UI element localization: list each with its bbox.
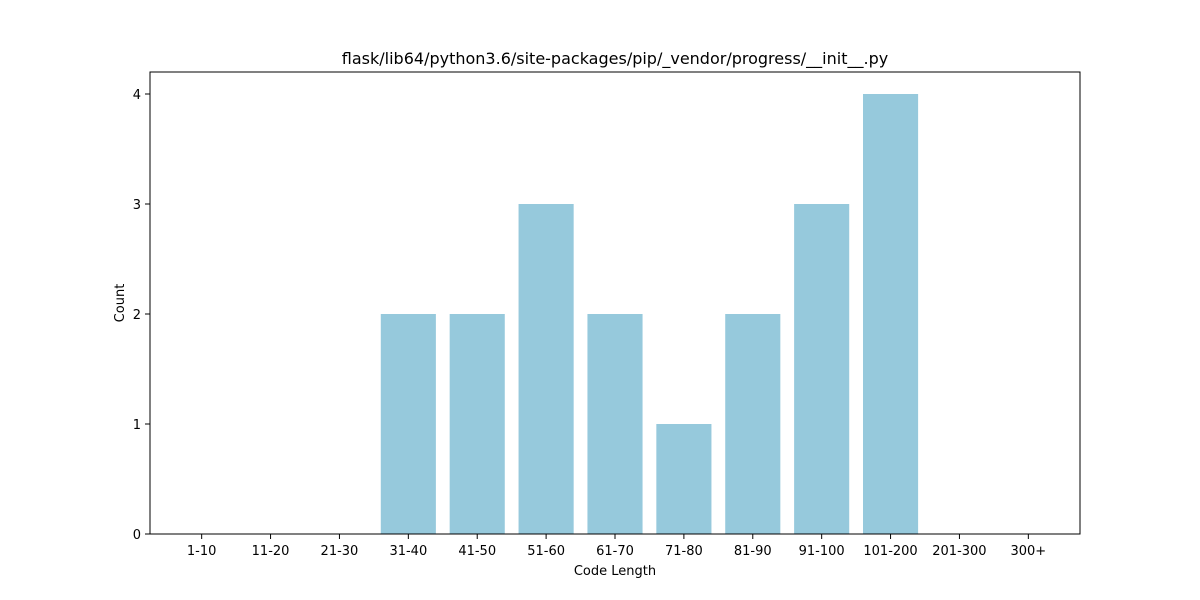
x-tick-label: 61-70 xyxy=(596,544,634,559)
x-tick-label: 51-60 xyxy=(527,544,565,559)
x-ticks-layer: 1-10 11-20 21-30 31-40 41-50 51-60 61-70 71-80 8… xyxy=(187,534,1046,559)
bar-61-70 xyxy=(587,314,643,534)
y-tick-label: 3 xyxy=(133,198,141,213)
bar-71-80 xyxy=(656,424,712,534)
bar-91-100 xyxy=(794,204,850,534)
x-tick-label: 41-50 xyxy=(458,544,496,559)
y-tick-label: 0 xyxy=(133,528,141,543)
x-tick-label: 1-10 xyxy=(187,544,217,559)
x-tick-label: 81-90 xyxy=(734,544,772,559)
x-tick-label: 11-20 xyxy=(252,544,290,559)
y-axis-label: Count xyxy=(113,284,128,323)
x-tick-label: 300+ xyxy=(1010,544,1046,559)
bars-layer xyxy=(380,94,919,534)
bar-81-90 xyxy=(725,314,781,534)
x-tick-label: 71-80 xyxy=(665,544,703,559)
x-tick-label: 101-200 xyxy=(863,544,917,559)
chart-title: flask/lib64/python3.6/site-packages/pip/… xyxy=(342,49,888,69)
x-tick-label: 201-300 xyxy=(932,544,986,559)
x-axis-label: Code Length xyxy=(574,564,656,579)
y-tick-label: 1 xyxy=(133,418,141,433)
bar-31-40 xyxy=(380,314,436,534)
x-tick-label: 91-100 xyxy=(799,544,845,559)
y-tick-label: 4 xyxy=(133,88,141,103)
x-tick-label: 31-40 xyxy=(389,544,427,559)
bar-51-60 xyxy=(518,204,574,534)
bar-41-50 xyxy=(449,314,505,534)
y-tick-label: 2 xyxy=(133,308,141,323)
y-ticks-layer: 0 1 2 3 4 xyxy=(133,88,150,543)
plot-frame xyxy=(149,71,1081,535)
bar-101-200 xyxy=(863,94,919,534)
x-tick-label: 21-30 xyxy=(321,544,359,559)
